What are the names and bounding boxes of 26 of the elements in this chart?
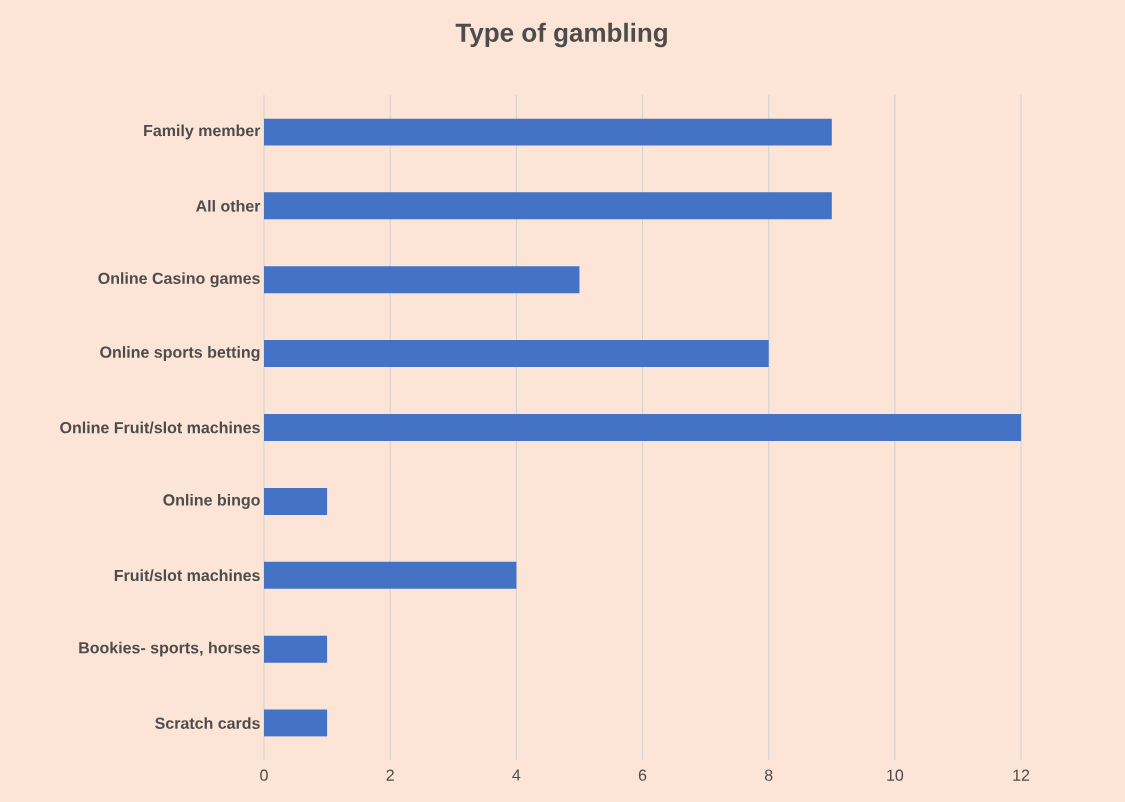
y-tick-label: Online Fruit/slot machines: [60, 421, 260, 434]
bar: [264, 192, 832, 220]
y-tick-label: Online Casino games: [98, 272, 260, 288]
bar: [264, 118, 832, 146]
y-tick-label: Online sports betting: [100, 346, 260, 362]
y-tick-label: Online bingo: [163, 493, 260, 509]
bar: [264, 414, 1022, 441]
x-tick-label: 10: [887, 769, 904, 781]
bar: [264, 635, 328, 663]
y-tick-label: Family member: [144, 124, 261, 140]
x-tick-label: 4: [512, 769, 521, 781]
bar: [264, 709, 328, 737]
bar: [264, 561, 517, 589]
y-tick-label: Bookies- sports, horses: [79, 641, 260, 657]
x-tick-label: 0: [260, 769, 268, 781]
bar: [264, 266, 580, 294]
x-tick-label: 2: [386, 769, 394, 781]
x-tick-label: 8: [764, 769, 773, 781]
x-tick-label: 6: [638, 769, 647, 781]
y-tick-label: All other: [195, 199, 261, 212]
chart-title: Type of gambling: [455, 22, 667, 48]
bar: [264, 487, 328, 515]
y-tick-label: Fruit/slot machines: [114, 569, 260, 582]
bar: [264, 340, 769, 368]
x-tick-label: 12: [1013, 769, 1030, 781]
y-tick-label: Scratch cards: [155, 717, 260, 729]
